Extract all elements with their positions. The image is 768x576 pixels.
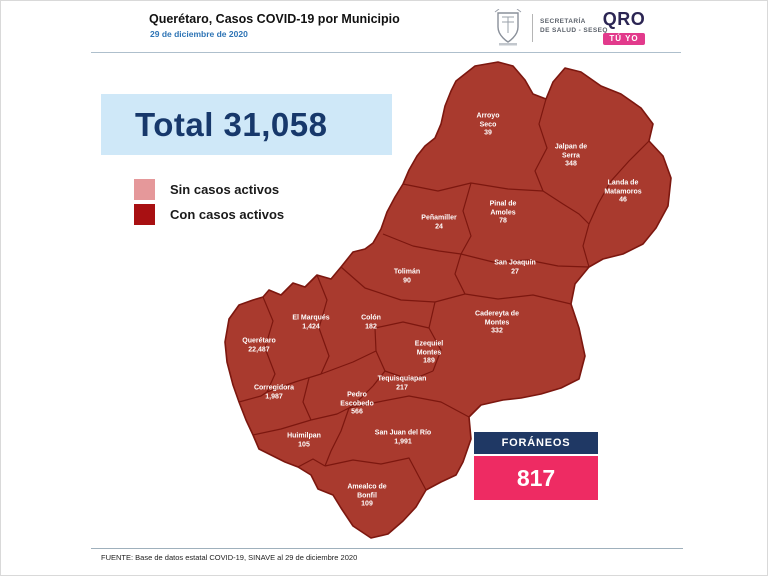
- secretaria-line2: DE SALUD - SESEQ: [540, 26, 608, 34]
- foraneos-value: 817: [474, 456, 598, 500]
- queretaro-crest-icon: [494, 9, 522, 46]
- legend-label: Con casos activos: [170, 207, 285, 222]
- total-banner: Total 31,058: [101, 94, 392, 155]
- header-divider: [91, 52, 681, 53]
- queretaro-municipality-map: [224, 61, 672, 539]
- legend-swatch-pink: [134, 179, 155, 200]
- footer-divider: [91, 548, 683, 549]
- secretaria-logo-text: SECRETARÍA DE SALUD - SESEQ: [540, 18, 608, 35]
- qro-tu-yo-logo: QRO TÚ YO: [601, 10, 647, 46]
- legend: Sin casos activos Con casos activos: [134, 179, 284, 229]
- secretaria-line1: SECRETARÍA: [540, 18, 586, 25]
- source-note: FUENTE: Base de datos estatal COVID-19, …: [101, 553, 358, 562]
- report-date: 29 de diciembre de 2020: [150, 29, 248, 39]
- qro-logo-badge: TÚ YO: [603, 33, 645, 45]
- legend-item-con-casos: Con casos activos: [134, 204, 284, 225]
- total-cases-text: Total 31,058: [135, 105, 328, 143]
- logo-divider: [532, 14, 533, 42]
- qro-logo-word: QRO: [602, 9, 646, 29]
- legend-item-sin-casos: Sin casos activos: [134, 179, 284, 200]
- foraneos-header: FORÁNEOS: [474, 432, 598, 454]
- legend-swatch-darkred: [134, 204, 155, 225]
- page-title: Querétaro, Casos COVID-19 por Municipio: [149, 12, 400, 26]
- foraneos-box: FORÁNEOS 817: [474, 432, 598, 500]
- legend-label: Sin casos activos: [170, 182, 280, 197]
